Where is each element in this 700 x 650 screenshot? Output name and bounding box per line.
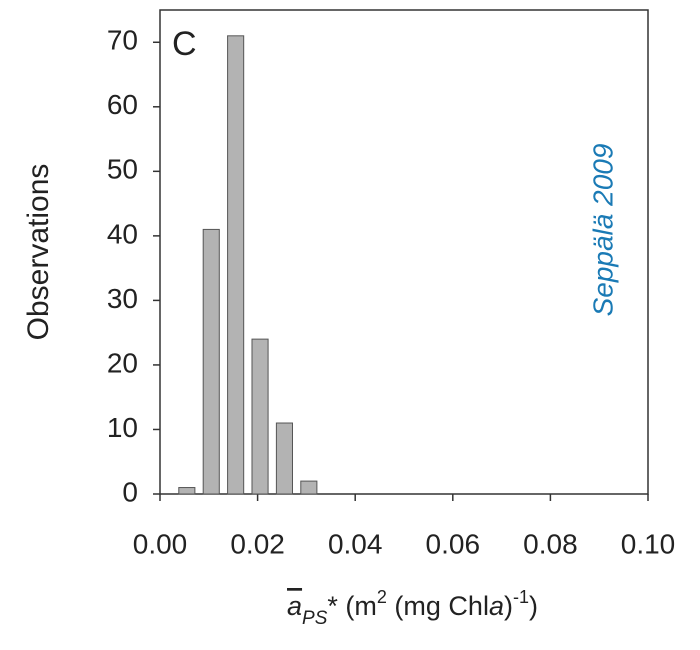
y-tick-label: 0 xyxy=(122,476,138,507)
bar xyxy=(251,338,269,495)
bar xyxy=(178,487,196,495)
y-tick-label: 10 xyxy=(107,412,138,443)
x-label-part: a xyxy=(489,591,504,621)
x-label-part: (m xyxy=(338,591,377,621)
x-label-part: 2 xyxy=(377,587,387,607)
bar xyxy=(202,228,220,495)
x-tick-label: 0.10 xyxy=(621,528,676,559)
x-axis-label: aPS* (m2 (mg Chla)-1) xyxy=(250,587,561,629)
x-tick-label: 0.02 xyxy=(230,528,285,559)
source-annotation: Seppälä 2009 xyxy=(587,144,618,317)
x-tick-label: 0.04 xyxy=(328,528,383,559)
x-label-part: * xyxy=(327,591,338,621)
x-label-part: (mg Chl xyxy=(387,591,489,621)
x-label-part: PS xyxy=(302,608,328,629)
y-tick-label: 30 xyxy=(107,283,138,314)
x-label-part: ) xyxy=(529,591,538,621)
y-axis-label: Observations xyxy=(22,164,55,341)
y-tick-label: 20 xyxy=(107,347,138,378)
bar xyxy=(275,422,293,495)
bar xyxy=(300,480,318,495)
panel-label: C xyxy=(172,25,197,63)
x-tick-label: 0.00 xyxy=(133,528,188,559)
x-label-part: ) xyxy=(504,591,513,621)
x-tick-label: 0.08 xyxy=(523,528,578,559)
y-tick-label: 70 xyxy=(107,25,138,56)
x-label-part: a xyxy=(287,591,302,621)
plot-frame xyxy=(159,9,649,495)
y-tick-label: 50 xyxy=(107,154,138,185)
bar xyxy=(227,35,245,495)
y-tick-label: 60 xyxy=(107,89,138,120)
x-tick-label: 0.06 xyxy=(426,528,481,559)
x-label-part: -1 xyxy=(513,587,529,607)
y-tick-label: 40 xyxy=(107,218,138,249)
